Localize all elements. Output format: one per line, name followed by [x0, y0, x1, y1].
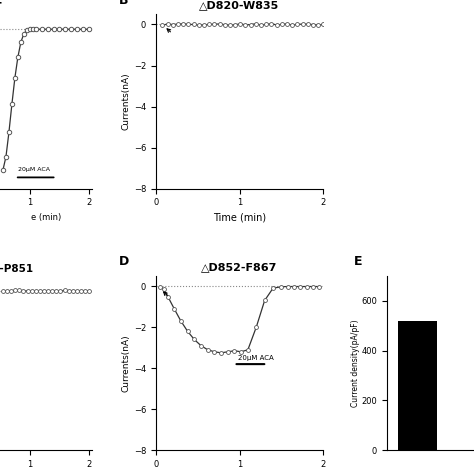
Text: 20μM ACA: 20μM ACA	[238, 355, 273, 361]
Y-axis label: Currents(nA): Currents(nA)	[122, 73, 131, 130]
Title: △D820-W835: △D820-W835	[200, 0, 280, 10]
Text: T: T	[0, 1, 1, 14]
Text: B: B	[119, 0, 128, 7]
Y-axis label: Currents(nA): Currents(nA)	[122, 334, 131, 392]
Text: D: D	[119, 255, 129, 268]
Bar	[398, 321, 437, 450]
Y-axis label: Current density(pA/pF): Current density(pA/pF)	[351, 319, 360, 407]
Text: E: E	[354, 255, 362, 268]
X-axis label: Time (min): Time (min)	[213, 213, 266, 223]
X-axis label: e (min): e (min)	[31, 213, 61, 222]
Title: △D852-F867: △D852-F867	[201, 262, 278, 272]
Text: 20μM ACA: 20μM ACA	[18, 167, 50, 172]
Text: -6-P851: -6-P851	[0, 264, 34, 274]
